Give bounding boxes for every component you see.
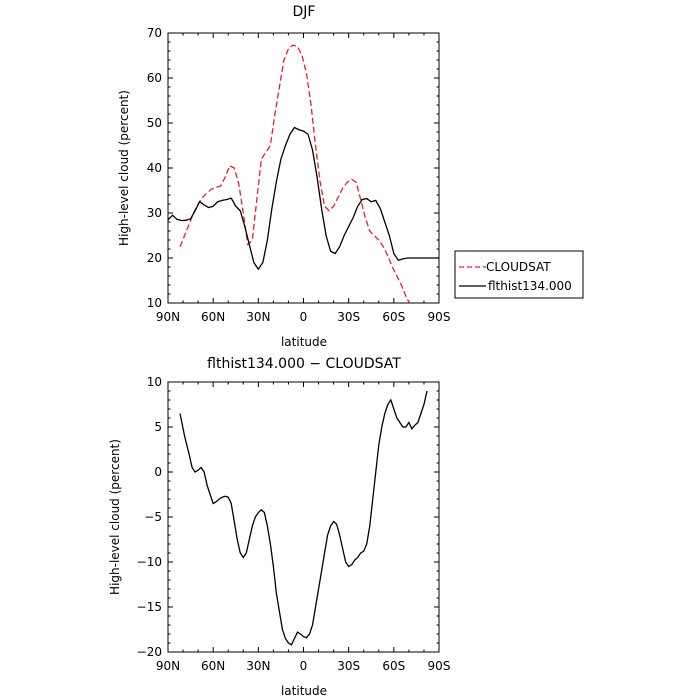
y-tick-label: −20 (137, 645, 162, 659)
bottom-x-axis-label: latitude (281, 684, 327, 698)
x-tick-label: 60S (382, 659, 405, 673)
y-tick-label: 70 (147, 26, 162, 40)
legend: CLOUDSAT flthist134.000 (454, 250, 584, 299)
legend-label-cloudsat: CLOUDSAT (486, 260, 551, 274)
x-tick-label: 90S (428, 310, 451, 324)
bottom-y-axis-label: High-level cloud (percent) (108, 439, 122, 595)
x-tick-label: 30S (337, 310, 360, 324)
x-tick-label: 30N (246, 310, 270, 324)
y-tick-label: −10 (137, 555, 162, 569)
bottom-panel: flthist134.000 − CLOUDSAT −20 −15 −10 −5 0 5 1… (108, 356, 450, 698)
y-tick-label: 10 (147, 296, 162, 310)
x-tick-label: 30S (337, 659, 360, 673)
top-x-axis-label: latitude (281, 335, 327, 349)
x-tick-label: 90N (156, 659, 180, 673)
top-plot-frame (167, 32, 440, 304)
y-tick-label: 40 (147, 161, 162, 175)
x-tick-label: 60S (382, 310, 405, 324)
x-tick-label: 0 (300, 659, 308, 673)
x-tick-label: 0 (300, 310, 308, 324)
legend-box (454, 250, 584, 299)
x-tick-label: 30N (246, 659, 270, 673)
y-tick-label: 0 (154, 465, 162, 479)
y-tick-label: −5 (144, 510, 162, 524)
x-tick-label: 90S (428, 659, 451, 673)
y-tick-label: 5 (154, 420, 162, 434)
x-tick-label: 60N (201, 310, 225, 324)
bottom-plot-frame (167, 381, 440, 653)
top-panel: DJF 10 20 30 40 50 60 70 90N 60N 30N 0 30S 60S 90S l… (117, 4, 584, 349)
y-tick-label: 50 (147, 116, 162, 130)
series-line-flthist134-000 (168, 126, 439, 271)
top-y-axis-label: High-level cloud (percent) (117, 90, 131, 246)
x-tick-label: 60N (201, 659, 225, 673)
y-tick-label: 10 (147, 375, 162, 389)
legend-label-flthist: flthist134.000 (488, 279, 572, 293)
x-tick-label: 90N (156, 310, 180, 324)
top-chart-title: DJF (293, 4, 316, 20)
series-line-bottom-0 (179, 390, 428, 646)
bottom-chart-title: flthist134.000 − CLOUDSAT (207, 356, 401, 372)
series-line-cloudsat (179, 44, 410, 303)
y-tick-label: −15 (137, 600, 162, 614)
y-tick-label: 20 (147, 251, 162, 265)
y-tick-label: 60 (147, 71, 162, 85)
y-tick-label: 30 (147, 206, 162, 220)
